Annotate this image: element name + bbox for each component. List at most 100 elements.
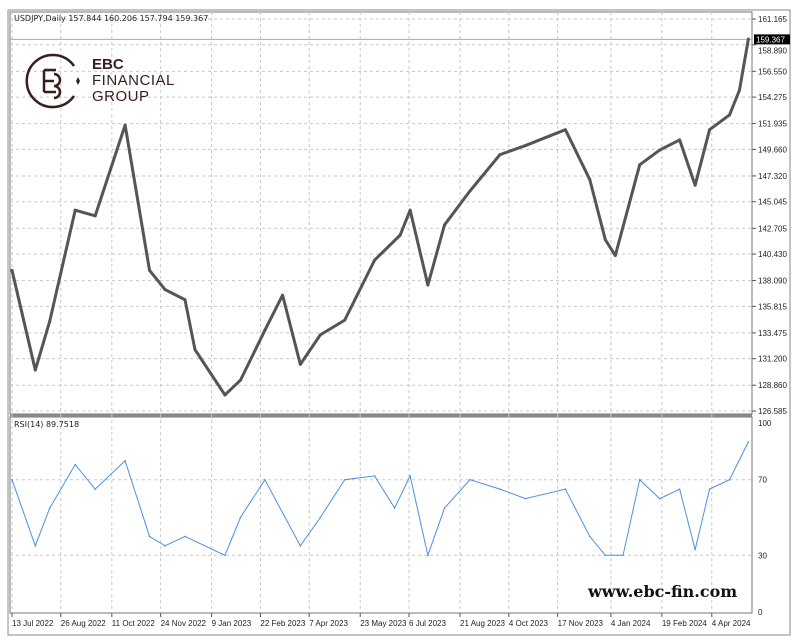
rsi-tick-label: 70 — [758, 476, 767, 485]
price-point — [123, 123, 127, 127]
rsi-value: 89.7518 — [45, 420, 80, 429]
price-point — [223, 393, 227, 397]
price-point — [238, 378, 242, 382]
chart-header: USDJPY,Daily 157.844 160.206 157.794 159… — [14, 14, 208, 23]
price-point — [281, 293, 285, 297]
price-point — [443, 223, 447, 227]
rsi-point — [373, 475, 376, 477]
rsi-point — [124, 460, 126, 462]
price-point — [373, 258, 377, 262]
rsi-point — [164, 545, 166, 547]
price-point — [746, 37, 750, 41]
x-tick-label: 17 Nov 2023 — [558, 619, 604, 628]
ebc-logo: EBC FINANCIAL GROUP — [24, 52, 175, 110]
panel-separator — [10, 414, 752, 417]
rsi-point — [427, 554, 429, 557]
rsi-point — [74, 463, 77, 466]
y-tick-label: 149.660 — [758, 145, 787, 154]
price-point — [638, 163, 642, 167]
rsi-point — [469, 478, 471, 481]
x-tick-label: 11 Oct 2022 — [112, 619, 156, 628]
price-point — [563, 128, 567, 132]
rsi-tick-label: 0 — [758, 608, 763, 617]
outer-frame — [7, 9, 791, 636]
x-tick-label: 19 Feb 2024 — [662, 619, 707, 628]
price-point — [588, 178, 592, 182]
price-point — [708, 128, 712, 132]
y-tick-label: 138.090 — [758, 277, 787, 286]
rsi-point — [564, 488, 567, 490]
ohlc-values: 157.844 160.206 157.794 159.367 — [68, 14, 209, 23]
rsi-point — [622, 554, 624, 557]
rsi-point — [604, 554, 607, 557]
rsi-point — [299, 545, 302, 547]
rsi-point — [588, 535, 591, 538]
x-tick-label: 26 Aug 2022 — [61, 619, 106, 628]
rsi-point — [264, 478, 266, 481]
price-point — [263, 328, 267, 332]
rsi-point — [94, 488, 96, 490]
rsi-point — [728, 478, 731, 481]
price-point — [10, 268, 14, 272]
rsi-point — [694, 548, 696, 551]
current-price-badge — [754, 34, 790, 45]
x-tick-label: 4 Oct 2023 — [509, 619, 549, 628]
x-tick-label: 4 Apr 2024 — [712, 619, 751, 628]
price-point — [603, 238, 607, 242]
price-point — [693, 183, 697, 187]
rsi-point — [34, 545, 37, 547]
rsi-point — [148, 535, 151, 538]
rsi-point — [319, 516, 322, 519]
price-point — [658, 148, 662, 152]
rsi-point — [443, 507, 446, 509]
rsi-point — [524, 497, 527, 500]
x-tick-label: 13 Jul 2022 — [12, 619, 54, 628]
y-tick-label: 140.430 — [758, 250, 787, 259]
current-price-label: 159.367 — [756, 35, 785, 44]
price-point — [298, 362, 302, 366]
price-point — [498, 153, 502, 157]
x-tick-label: 22 Feb 2023 — [260, 619, 305, 628]
rsi-point — [708, 488, 711, 490]
x-tick-label: 4 Jan 2024 — [611, 619, 651, 628]
price-point — [523, 144, 527, 148]
y-tick-label: 128.860 — [758, 381, 787, 390]
price-point — [613, 254, 617, 258]
rsi-tick-label: 30 — [758, 551, 767, 560]
y-tick-label: 131.200 — [758, 355, 787, 364]
logo-text-ebc: EBC — [92, 56, 124, 73]
price-point — [48, 319, 52, 323]
x-tick-label: 24 Nov 2022 — [161, 619, 207, 628]
price-point — [93, 214, 97, 218]
rsi-tick-label: 100 — [758, 419, 772, 428]
rsi-point — [11, 478, 13, 481]
rsi-point — [184, 535, 186, 538]
price-point — [148, 268, 152, 272]
logo-text-group: GROUP — [92, 88, 150, 105]
y-tick-label: 135.815 — [758, 302, 787, 311]
price-point — [73, 208, 77, 212]
rsi-line — [11, 441, 749, 558]
rsi-point — [638, 478, 641, 481]
y-tick-label: 158.890 — [758, 46, 787, 55]
rsi-point — [393, 507, 396, 509]
rsi-point — [239, 516, 242, 519]
rsi-label: RSI(14) — [14, 420, 44, 429]
x-tick-label: 21 Aug 2023 — [460, 619, 505, 628]
price-point — [183, 298, 187, 302]
price-point — [163, 288, 167, 292]
logo-text-financial: FINANCIAL — [92, 72, 175, 89]
watermark: www.ebc-fin.com — [588, 582, 738, 601]
price-point — [738, 88, 742, 92]
price-point — [193, 348, 197, 352]
y-tick-label: 147.320 — [758, 172, 787, 181]
x-tick-label: 9 Jan 2023 — [212, 619, 252, 628]
x-tick-label: 6 Jul 2023 — [409, 619, 446, 628]
y-tick-label: 151.935 — [758, 120, 787, 129]
price-point — [678, 138, 682, 142]
price-point — [728, 113, 732, 117]
price-point — [33, 368, 37, 372]
y-tick-label: 145.045 — [758, 198, 787, 207]
